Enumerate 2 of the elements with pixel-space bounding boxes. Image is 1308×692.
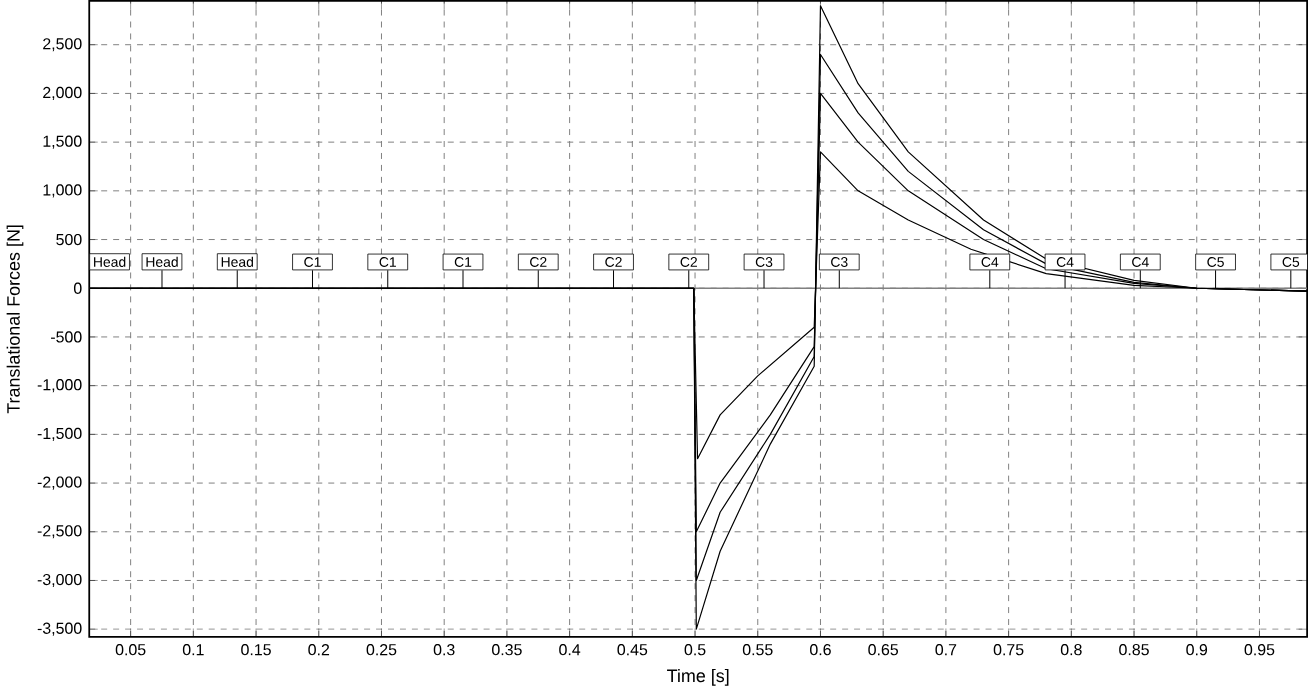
x-axis-title: Time [s] xyxy=(667,668,729,686)
y-axis-title: Translational Forces [N] xyxy=(6,225,24,414)
